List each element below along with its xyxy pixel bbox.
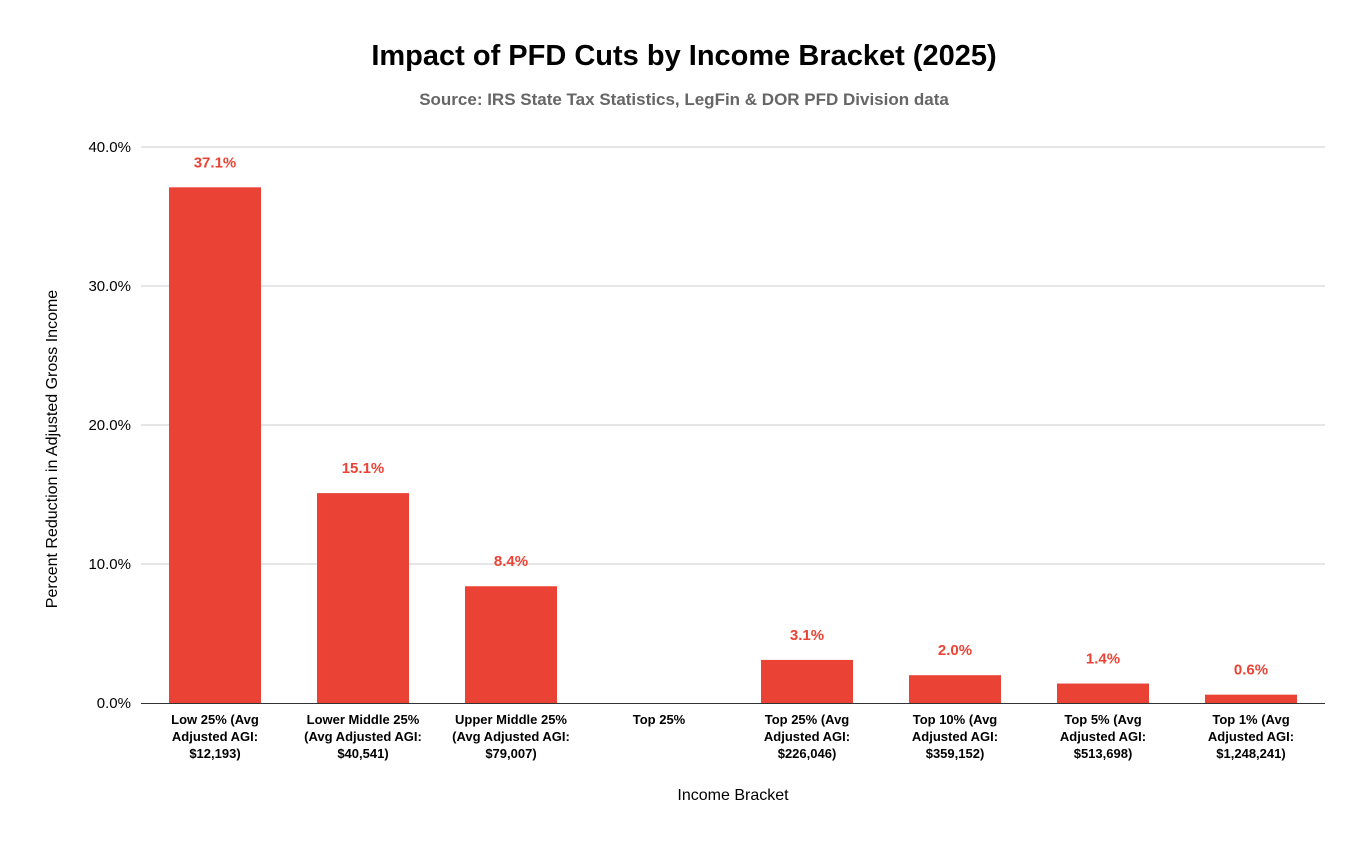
- x-category-label: Lower Middle 25% (Avg Adjusted AGI: $40,54…: [304, 712, 422, 761]
- data-label: 15.1%: [342, 460, 385, 477]
- bars: [169, 187, 1297, 703]
- x-category-label: Top 1% (Avg Adjusted AGI: $1,248,241): [1208, 712, 1294, 761]
- y-axis-title: Percent Reduction in Adjusted Gross Inco…: [44, 290, 61, 608]
- bar: [1205, 694, 1297, 703]
- bar: [761, 659, 853, 703]
- x-category-label: Top 25%: [633, 712, 686, 727]
- chart-subtitle: Source: IRS State Tax Statistics, LegFin…: [419, 90, 949, 109]
- x-category-label: Top 10% (Avg Adjusted AGI: $359,152): [912, 712, 998, 761]
- data-labels: 37.1% 15.1% 8.4% 3.1% 2.0% 1.4% 0.6%: [194, 154, 1268, 678]
- y-tick-label: 40.0%: [88, 139, 131, 156]
- y-tick-label: 0.0%: [97, 695, 131, 712]
- y-tick-label: 10.0%: [88, 556, 131, 573]
- x-category-label: Top 25% (Avg Adjusted AGI: $226,046): [764, 712, 850, 761]
- x-category-label: Top 5% (Avg Adjusted AGI: $513,698): [1060, 712, 1146, 761]
- bar: [465, 586, 557, 703]
- bar: [317, 493, 409, 703]
- x-axis-categories: Low 25% (Avg Adjusted AGI: $12,193) Lower M…: [171, 712, 1294, 761]
- bar: [1057, 683, 1149, 703]
- data-label: 1.4%: [1086, 651, 1120, 668]
- y-tick-label: 30.0%: [88, 278, 131, 295]
- data-label: 8.4%: [494, 553, 528, 570]
- x-category-label: Low 25% (Avg Adjusted AGI: $12,193): [171, 712, 259, 761]
- chart-title: Impact of PFD Cuts by Income Bracket (20…: [371, 40, 997, 72]
- bar: [169, 187, 261, 703]
- data-label: 0.6%: [1234, 662, 1268, 679]
- data-label: 3.1%: [790, 627, 824, 644]
- y-tick-label: 20.0%: [88, 417, 131, 434]
- data-label: 37.1%: [194, 154, 237, 171]
- bar: [909, 675, 1001, 703]
- x-axis-title: Income Bracket: [677, 787, 789, 804]
- y-axis-ticks: 0.0% 10.0% 20.0% 30.0% 40.0%: [88, 139, 131, 712]
- x-category-label: Upper Middle 25% (Avg Adjusted AGI: $79,00…: [452, 712, 570, 761]
- data-label: 2.0%: [938, 642, 972, 659]
